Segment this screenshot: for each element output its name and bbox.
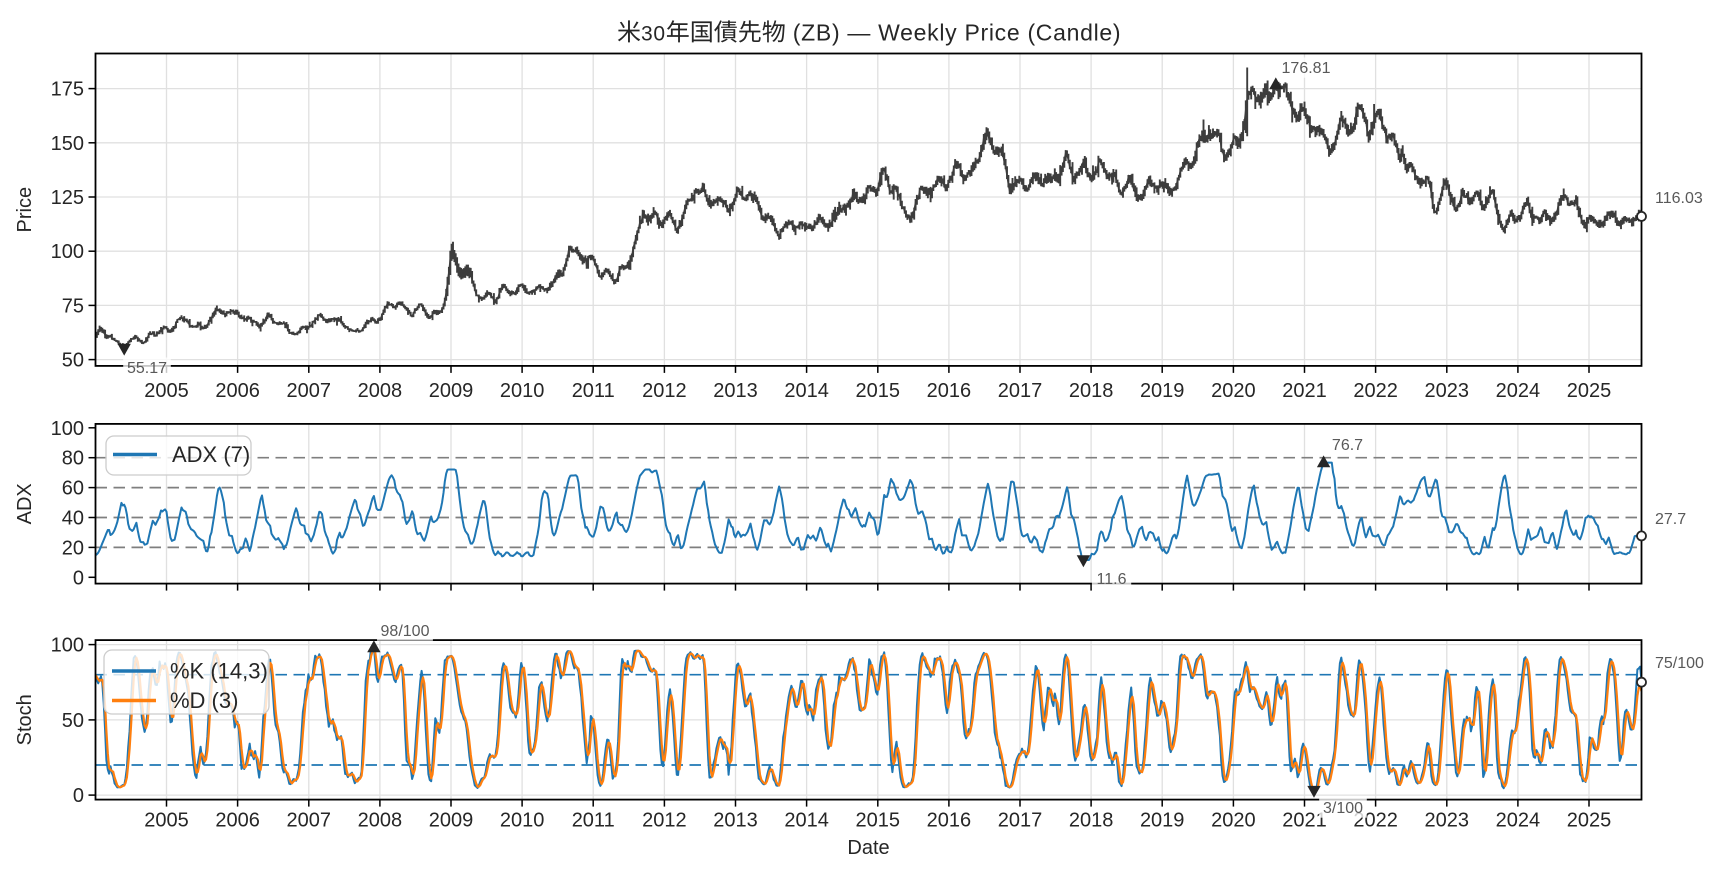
svg-text:%D (3): %D (3) (170, 688, 238, 713)
svg-text:100: 100 (51, 635, 84, 657)
svg-text:2016: 2016 (927, 380, 972, 402)
svg-text:2018: 2018 (1069, 810, 1114, 832)
svg-text:11.6: 11.6 (1097, 571, 1127, 588)
svg-text:2005: 2005 (144, 380, 189, 402)
svg-text:Price: Price (14, 187, 36, 233)
svg-text:2013: 2013 (713, 380, 758, 402)
svg-text:2011: 2011 (572, 380, 615, 402)
svg-text:2024: 2024 (1496, 810, 1541, 832)
svg-text:80: 80 (62, 448, 84, 470)
svg-text:Date: Date (847, 837, 889, 859)
svg-text:55.17: 55.17 (127, 360, 167, 377)
svg-text:3/100: 3/100 (1323, 800, 1363, 817)
svg-text:2021: 2021 (1282, 380, 1327, 402)
svg-text:2020: 2020 (1211, 810, 1256, 832)
svg-text:125: 125 (51, 187, 84, 209)
svg-text:Stoch: Stoch (14, 694, 36, 745)
svg-text:ADX: ADX (14, 483, 36, 524)
svg-text:116.03: 116.03 (1655, 190, 1703, 207)
svg-text:0: 0 (73, 567, 84, 589)
svg-text:%K (14,3): %K (14,3) (170, 659, 268, 684)
svg-text:2022: 2022 (1353, 380, 1398, 402)
svg-text:40: 40 (62, 508, 84, 530)
svg-text:2005: 2005 (144, 810, 189, 832)
svg-text:2012: 2012 (642, 810, 687, 832)
svg-text:0: 0 (653, 23, 665, 46)
svg-text:2014: 2014 (784, 810, 829, 832)
svg-text:2023: 2023 (1425, 380, 1470, 402)
svg-text:2014: 2014 (784, 380, 829, 402)
svg-text:2013: 2013 (713, 810, 758, 832)
svg-text:50: 50 (62, 350, 84, 372)
svg-text:20: 20 (62, 537, 84, 559)
svg-text:2023: 2023 (1425, 810, 1470, 832)
svg-text:176.81: 176.81 (1282, 60, 1331, 77)
svg-text:2018: 2018 (1069, 380, 1114, 402)
svg-text:2012: 2012 (642, 380, 687, 402)
svg-text:2009: 2009 (429, 380, 474, 402)
svg-text:150: 150 (51, 133, 84, 155)
svg-text:2006: 2006 (215, 380, 260, 402)
svg-text:ADX (7): ADX (7) (172, 442, 250, 467)
svg-text:2006: 2006 (215, 810, 260, 832)
svg-text:2020: 2020 (1211, 380, 1256, 402)
svg-text:27.7: 27.7 (1655, 511, 1686, 528)
svg-text:2025: 2025 (1567, 810, 1612, 832)
svg-text:2011: 2011 (572, 810, 615, 832)
svg-text:60: 60 (62, 478, 84, 500)
svg-text:100: 100 (51, 241, 84, 263)
svg-text:2015: 2015 (856, 380, 901, 402)
svg-text:2007: 2007 (287, 380, 332, 402)
svg-text:75: 75 (62, 295, 84, 317)
svg-text:2007: 2007 (287, 810, 332, 832)
svg-text:50: 50 (62, 710, 84, 732)
svg-text:2015: 2015 (856, 810, 901, 832)
svg-text:2017: 2017 (998, 380, 1043, 402)
svg-text:2024: 2024 (1496, 380, 1541, 402)
svg-text:2019: 2019 (1140, 810, 1185, 832)
svg-text:2009: 2009 (429, 810, 474, 832)
svg-text:175: 175 (51, 79, 84, 101)
svg-text:2025: 2025 (1567, 380, 1612, 402)
svg-text:2008: 2008 (358, 810, 403, 832)
svg-text:2010: 2010 (500, 380, 545, 402)
svg-text:2016: 2016 (927, 810, 972, 832)
svg-text:2021: 2021 (1282, 810, 1327, 832)
svg-text:0: 0 (73, 785, 84, 807)
svg-text:100: 100 (51, 418, 84, 440)
svg-text:2010: 2010 (500, 810, 545, 832)
svg-text:2019: 2019 (1140, 380, 1185, 402)
svg-text:76.7: 76.7 (1332, 437, 1363, 454)
svg-text:98/100: 98/100 (381, 623, 430, 640)
svg-text:75/100: 75/100 (1655, 655, 1704, 672)
svg-text:2008: 2008 (358, 380, 403, 402)
svg-text:2017: 2017 (998, 810, 1043, 832)
svg-text:(ZB) — Weekly Price (Candle): (ZB) — Weekly Price (Candle) (793, 20, 1121, 46)
svg-text:3: 3 (641, 23, 653, 46)
